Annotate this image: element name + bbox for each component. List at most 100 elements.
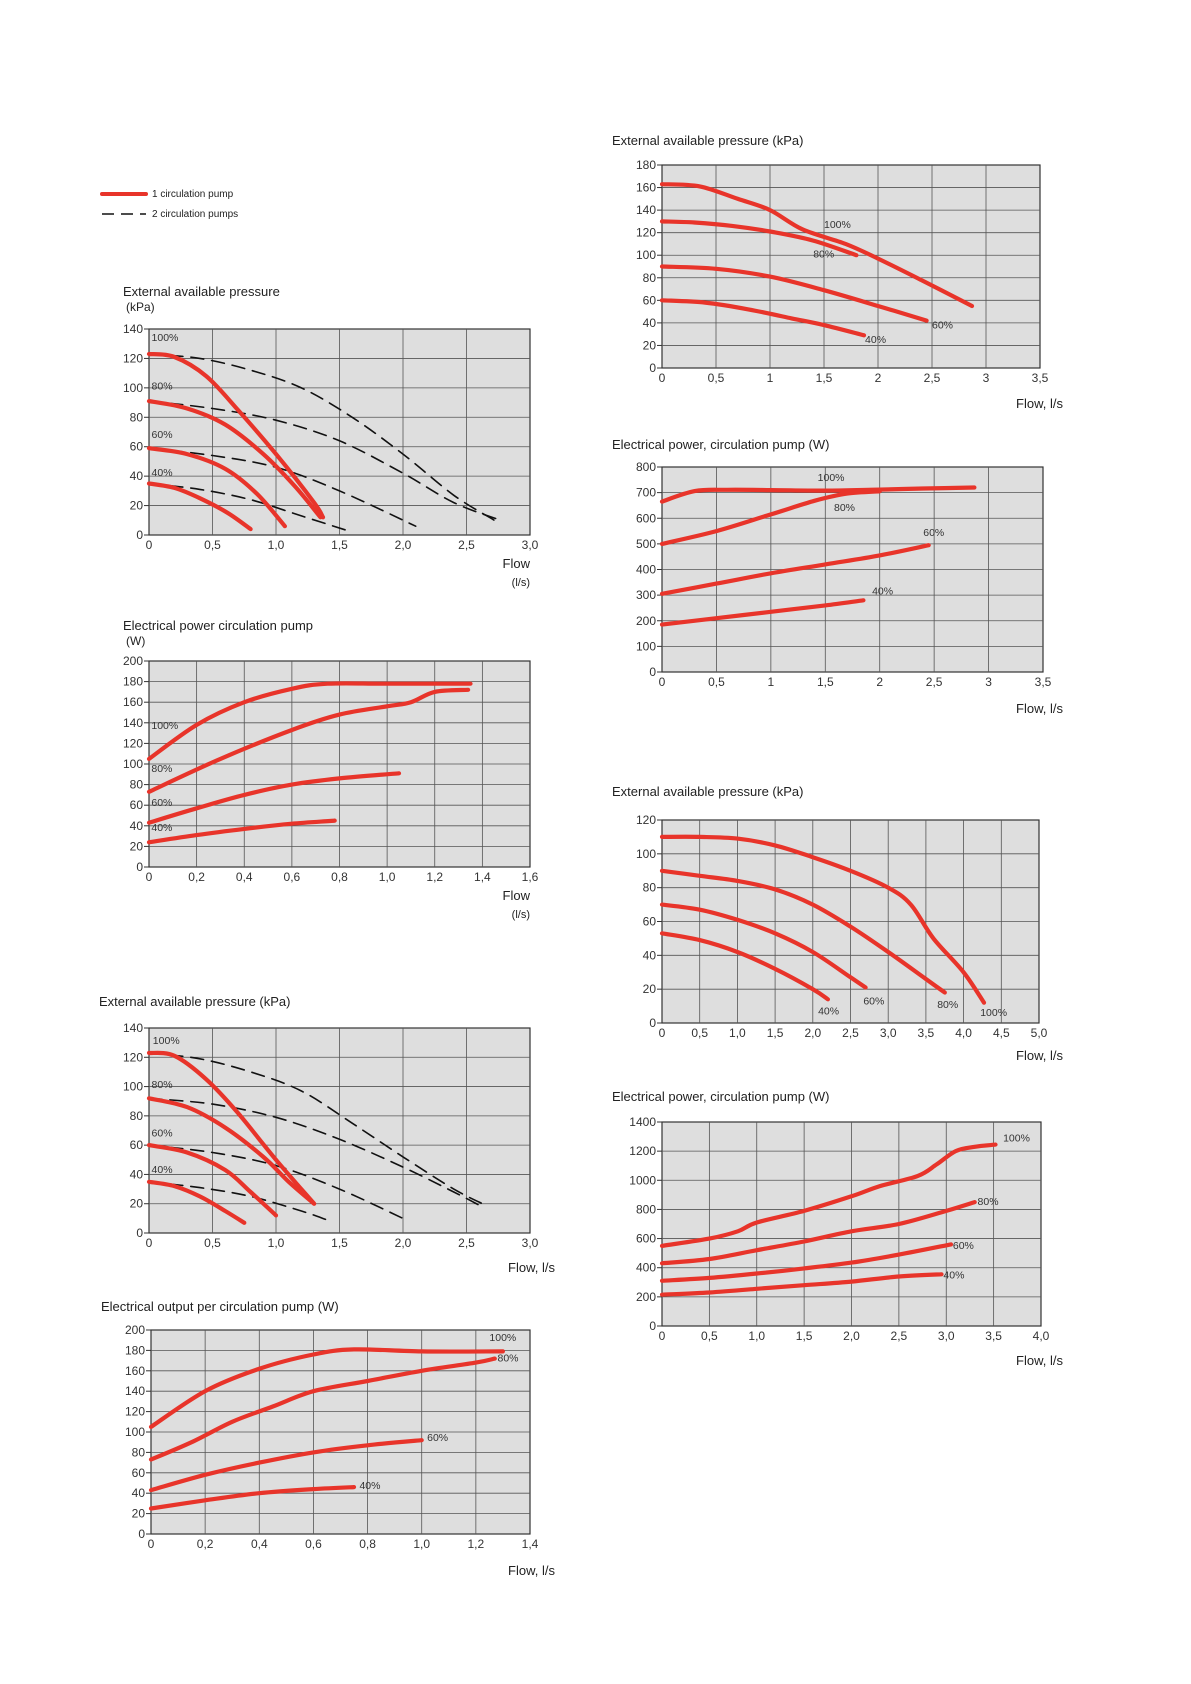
x-tick-label: 0,8 bbox=[331, 870, 348, 884]
x-axis-label: Flow bbox=[503, 888, 531, 903]
x-tick-label: 0,8 bbox=[359, 1537, 376, 1551]
y-tick-label: 80 bbox=[643, 271, 657, 285]
x-tick-label: 2,0 bbox=[843, 1329, 860, 1343]
x-tick-label: 1,5 bbox=[796, 1329, 813, 1343]
y-tick-label: 60 bbox=[130, 1138, 144, 1152]
chart-w3: Electrical power, circulation pump (W)0 0… bbox=[612, 437, 1063, 716]
series-annotation: 80% bbox=[834, 502, 855, 514]
series-line-80pct bbox=[146, 687, 471, 794]
chart-title: External available pressure (kPa) bbox=[612, 784, 803, 799]
x-axis-label: Flow, l/s bbox=[508, 1260, 555, 1275]
x-tick-label: 0,2 bbox=[188, 870, 205, 884]
series-line-dashed bbox=[148, 1097, 480, 1206]
series-line-100pct bbox=[146, 1050, 317, 1206]
y-tick-label: 0 bbox=[136, 860, 143, 874]
y-tick-label: 100 bbox=[636, 847, 656, 861]
y-tick-label: 40 bbox=[130, 819, 144, 833]
y-tick-label: 160 bbox=[123, 695, 143, 709]
series-annotation: 100% bbox=[824, 219, 851, 231]
x-tick-label: 2,0 bbox=[395, 1236, 412, 1250]
series-line-40pct bbox=[659, 298, 867, 338]
chart-w4: Electrical power, circulation pump (W)0 0… bbox=[612, 1089, 1063, 1368]
x-tick-label: 2 bbox=[876, 675, 883, 689]
x-tick-label: 1 bbox=[768, 675, 775, 689]
y-tick-label: 120 bbox=[125, 1405, 145, 1419]
y-tick-label: 60 bbox=[132, 1466, 146, 1480]
legend-solid-label: 1 circulation pump bbox=[152, 188, 234, 200]
series-annotation: 60% bbox=[923, 527, 944, 539]
x-tick-label: 3,5 bbox=[918, 1026, 935, 1040]
series-line-dashed bbox=[148, 482, 353, 533]
y-tick-label: 40 bbox=[132, 1486, 146, 1500]
x-tick-label: 1,5 bbox=[817, 675, 834, 689]
series-annotation: 100% bbox=[152, 332, 179, 344]
y-tick-label: 500 bbox=[636, 537, 656, 551]
series-line-60pct bbox=[659, 543, 931, 596]
x-tick-label: 2,0 bbox=[804, 1026, 821, 1040]
x-tick-label: 0,5 bbox=[204, 1236, 221, 1250]
y-tick-label: 140 bbox=[125, 1384, 145, 1398]
y-tick-label: 80 bbox=[132, 1445, 146, 1459]
y-tick-label: 120 bbox=[123, 351, 143, 365]
series-annotation: 40% bbox=[359, 1480, 380, 1492]
y-tick-label: 60 bbox=[130, 798, 144, 812]
y-tick-label: 800 bbox=[636, 460, 656, 474]
x-tick-label: 1,5 bbox=[767, 1026, 784, 1040]
x-axis-label: Flow, l/s bbox=[1016, 1353, 1063, 1368]
series-annotation: 80% bbox=[937, 999, 958, 1011]
x-tick-label: 0,4 bbox=[251, 1537, 268, 1551]
chart-title: External available pressure (kPa) bbox=[612, 133, 803, 148]
x-tick-label: 0 bbox=[146, 1236, 153, 1250]
x-axis-unit: (l/s) bbox=[512, 909, 530, 921]
x-tick-label: 2,5 bbox=[458, 538, 475, 552]
y-tick-label: 1200 bbox=[629, 1144, 656, 1158]
series-annotation: 100% bbox=[1003, 1133, 1030, 1145]
chart-title: Electrical output per circulation pump (… bbox=[101, 1299, 339, 1314]
y-tick-label: 700 bbox=[636, 486, 656, 500]
x-tick-label: 2,5 bbox=[891, 1329, 908, 1343]
y-tick-label: 100 bbox=[636, 248, 656, 262]
x-tick-label: 1,2 bbox=[426, 870, 443, 884]
y-tick-label: 200 bbox=[125, 1323, 145, 1337]
y-tick-label: 200 bbox=[636, 1290, 656, 1304]
y-tick-label: 0 bbox=[136, 528, 143, 542]
chart-w1: Electrical power circulation pump(W) 0 0,2… bbox=[123, 618, 539, 921]
x-tick-label: 0,5 bbox=[691, 1026, 708, 1040]
series-line-60pct bbox=[148, 1438, 424, 1493]
x-tick-label: 0,6 bbox=[305, 1537, 322, 1551]
x-tick-label: 0 bbox=[148, 1537, 155, 1551]
y-tick-label: 140 bbox=[123, 1021, 143, 1035]
y-tick-label: 180 bbox=[636, 158, 656, 172]
series-line-80pct bbox=[146, 1096, 317, 1206]
series-line-40pct bbox=[659, 598, 866, 627]
x-tick-label: 0,2 bbox=[197, 1537, 214, 1551]
legend-solid-swatch bbox=[100, 192, 148, 196]
series-line-100pct bbox=[659, 182, 975, 309]
series-annotation: 40% bbox=[152, 467, 173, 479]
series-annotation: 100% bbox=[489, 1332, 516, 1344]
x-tick-label: 3,0 bbox=[522, 538, 539, 552]
y-tick-label: 20 bbox=[130, 839, 144, 853]
x-tick-label: 3,0 bbox=[522, 1236, 539, 1250]
x-axis-label: Flow, l/s bbox=[1016, 1048, 1063, 1063]
x-tick-label: 3,5 bbox=[1032, 371, 1049, 385]
y-tick-label: 40 bbox=[643, 316, 657, 330]
y-tick-label: 0 bbox=[136, 1226, 143, 1240]
series-line-40pct bbox=[659, 931, 830, 1002]
series-line-60pct bbox=[659, 902, 868, 990]
x-tick-label: 1 bbox=[767, 371, 774, 385]
series-line-80pct bbox=[659, 219, 859, 258]
series-annotation: 80% bbox=[498, 1353, 519, 1365]
x-tick-label: 0,5 bbox=[701, 1329, 718, 1343]
y-tick-label: 600 bbox=[636, 511, 656, 525]
x-tick-label: 0,6 bbox=[284, 870, 301, 884]
y-axis-label: (kPa) bbox=[126, 300, 155, 314]
chart-title: External available pressure bbox=[123, 284, 280, 299]
y-tick-label: 120 bbox=[123, 736, 143, 750]
series-annotation: 100% bbox=[151, 720, 178, 732]
x-tick-label: 0 bbox=[659, 371, 666, 385]
x-tick-label: 3,5 bbox=[985, 1329, 1002, 1343]
y-tick-label: 60 bbox=[643, 293, 657, 307]
series-line-100pct bbox=[148, 1347, 505, 1429]
